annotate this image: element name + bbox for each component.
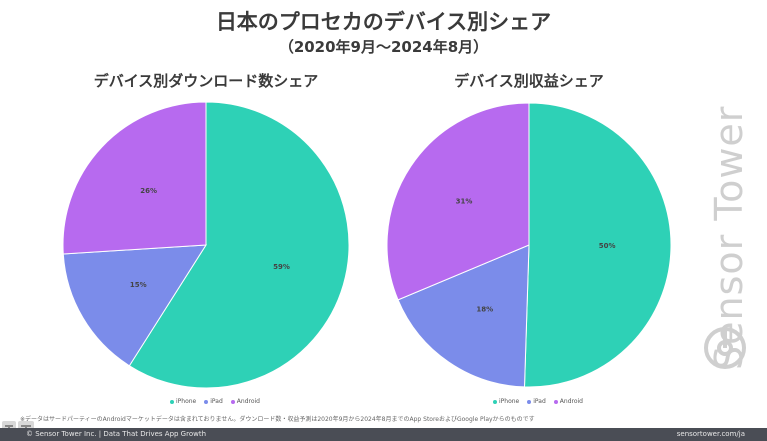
legend-dot-iphone [493, 399, 497, 404]
pie2-slice-ipad [397, 244, 530, 388]
legend-dot-ipad [204, 399, 209, 404]
footer-copyright: © Sensor Tower Inc. | Data That Drives A… [26, 430, 207, 438]
legend-label-android: Android [236, 398, 260, 405]
legend-label-ipad: iPad [210, 398, 223, 405]
pie1-label-iphone: 59% [273, 263, 290, 271]
legend-item-android: Android [553, 398, 583, 405]
pie2-label-ipad: 18% [476, 305, 493, 313]
legend-dot-android [553, 399, 558, 404]
pie2-label-iphone: 50% [599, 242, 616, 250]
chart1-title: デバイス別ダウンロード数シェア [93, 72, 319, 90]
page-subtitle: （2020年9月〜2024年8月） [278, 38, 489, 56]
legend-dot-ipad [527, 399, 532, 404]
footer-url: sensortower.com/ja [676, 430, 745, 438]
legend-item-iphone: iPhone [170, 398, 196, 405]
pie1-slice-android [62, 101, 207, 255]
pie2-slice-android [386, 102, 530, 301]
footer-bar: © Sensor Tower Inc. | Data That Drives A… [0, 428, 767, 441]
pie1-label-android: 26% [140, 187, 157, 195]
pie1-slice-iphone [128, 101, 350, 389]
legend-label-ipad: iPad [533, 398, 546, 405]
pie1-label-ipad: 15% [130, 281, 147, 289]
legend-item-iphone: iPhone [493, 398, 519, 405]
legend-label-iphone: iPhone [176, 398, 197, 405]
sensor-tower-logo-icon [704, 326, 746, 369]
legend-dot-android [230, 399, 235, 404]
legend-item-android: Android [230, 398, 260, 405]
pie2-label-android: 31% [456, 198, 473, 206]
chart1-legend: iPhone iPad Android [170, 398, 260, 405]
legend-label-android: Android [559, 398, 583, 405]
pie2-slice-iphone [523, 102, 672, 388]
legend-item-ipad: iPad [204, 398, 223, 405]
legend-dot-iphone [170, 399, 174, 404]
pie1-slice-ipad [62, 244, 207, 367]
page-title: 日本のプロセカのデバイス別シェア [215, 10, 552, 34]
chart2-legend: iPhone iPad Android [493, 398, 583, 405]
data-note: ※データはサードパーティーのAndroidマーケットデータは含まれておりません。… [20, 416, 535, 423]
chart2-title: デバイス別収益シェア [454, 72, 604, 90]
legend-label-iphone: iPhone [499, 398, 520, 405]
legend-item-ipad: iPad [527, 398, 546, 405]
